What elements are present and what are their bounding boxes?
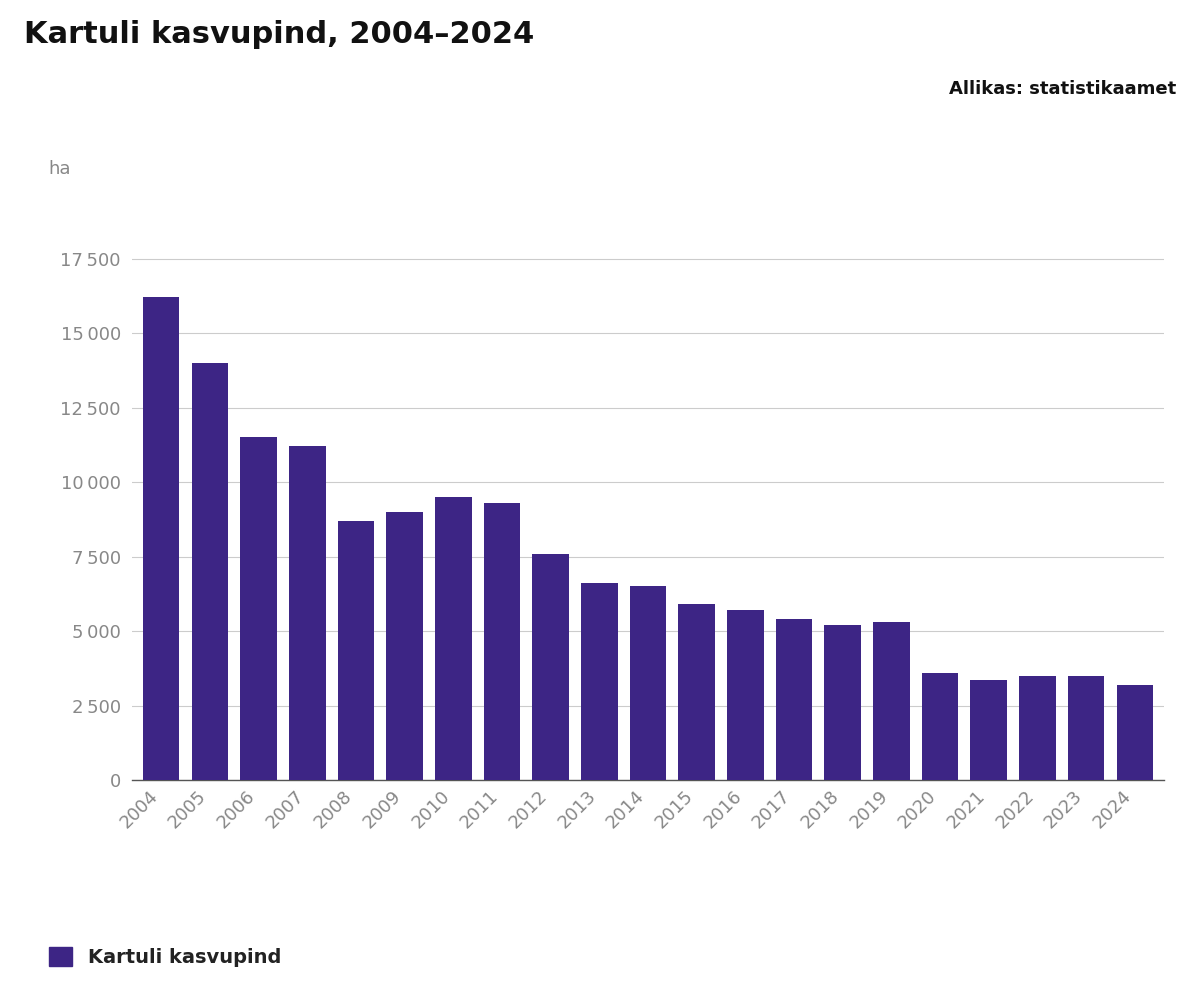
Bar <box>775 619 812 780</box>
Bar <box>678 604 715 780</box>
Bar <box>386 512 422 780</box>
Bar <box>1068 676 1104 780</box>
Bar <box>581 583 618 780</box>
Bar <box>727 610 763 780</box>
Text: Allikas: statistikaamet: Allikas: statistikaamet <box>949 80 1176 98</box>
Legend: Kartuli kasvupind: Kartuli kasvupind <box>49 947 281 967</box>
Bar <box>922 673 959 780</box>
Bar <box>484 503 521 780</box>
Bar <box>436 497 472 780</box>
Bar <box>337 521 374 780</box>
Bar <box>874 622 910 780</box>
Bar <box>192 363 228 780</box>
Bar <box>1019 676 1056 780</box>
Bar <box>143 297 180 780</box>
Text: ha: ha <box>49 160 71 178</box>
Bar <box>824 625 860 780</box>
Bar <box>533 554 569 780</box>
Bar <box>1116 685 1153 780</box>
Bar <box>289 446 325 780</box>
Bar <box>971 680 1007 780</box>
Bar <box>240 437 277 780</box>
Text: Kartuli kasvupind, 2004–2024: Kartuli kasvupind, 2004–2024 <box>24 20 534 49</box>
Bar <box>630 586 666 780</box>
